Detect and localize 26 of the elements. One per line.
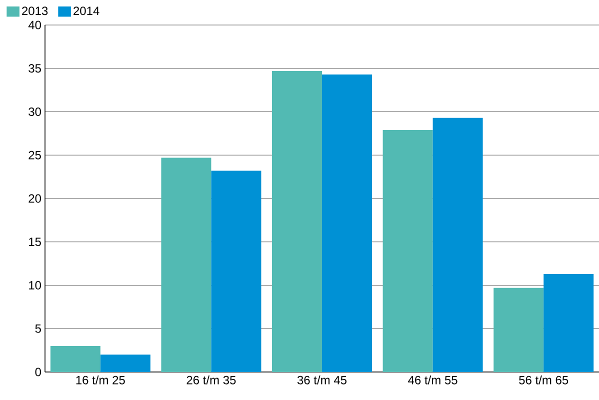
x-tick-label: 46 t/m 55 — [408, 376, 458, 384]
x-tick-label: 56 t/m 65 — [519, 376, 568, 384]
bar — [494, 288, 544, 372]
bar — [50, 346, 100, 372]
y-tick-label: 20 — [28, 194, 42, 203]
bar — [161, 158, 212, 372]
x-tick-label: 36 t/m 45 — [297, 376, 346, 384]
y-tick-label: 5 — [35, 324, 41, 333]
bar — [100, 354, 150, 372]
legend-label: 2013 — [22, 6, 48, 16]
y-tick-label: 10 — [29, 281, 42, 290]
y-tick-label: 25 — [28, 150, 41, 160]
legend-label: 2014 — [74, 6, 100, 16]
y-tick-label: 0 — [35, 368, 42, 376]
y-tick-label: 15 — [29, 238, 41, 246]
bar — [544, 274, 594, 372]
y-tick-label: 30 — [28, 108, 42, 116]
bar — [272, 70, 322, 372]
y-tick-label: 35 — [28, 64, 41, 73]
bar — [211, 170, 262, 372]
bar — [432, 118, 483, 372]
y-tick-label: 40 — [28, 20, 42, 30]
bar — [322, 74, 372, 372]
x-tick-label: 26 t/m 35 — [186, 376, 236, 384]
bar — [382, 130, 433, 372]
x-tick-label: 16 t/m 25 — [76, 376, 125, 384]
